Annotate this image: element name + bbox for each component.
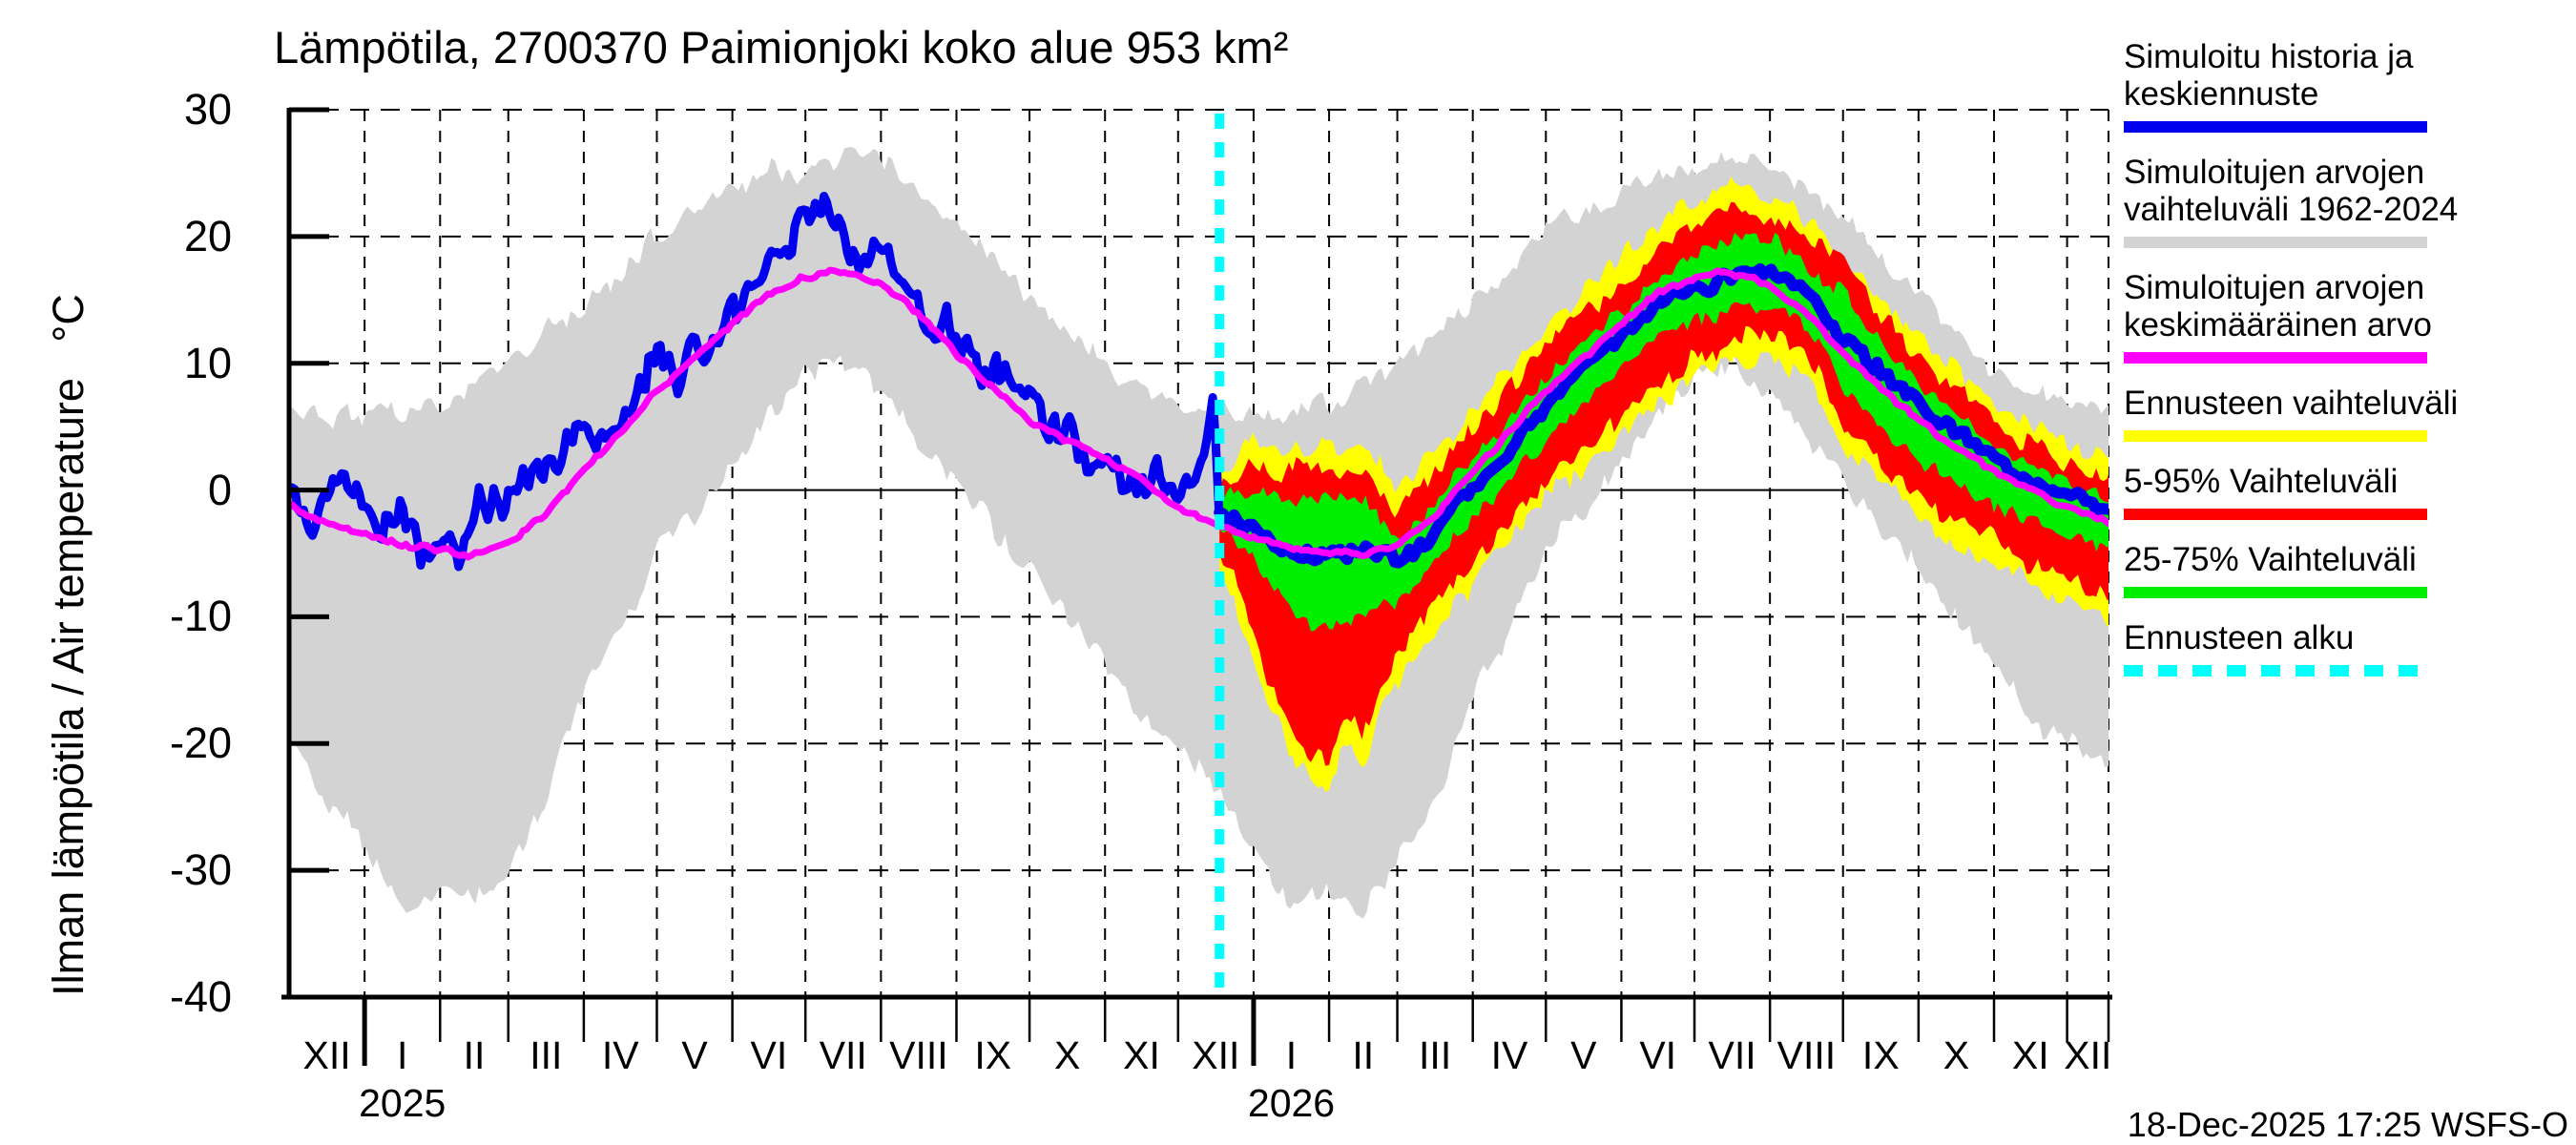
x-month-label: X [1942, 1033, 1970, 1077]
timestamp: 18-Dec-2025 17:25 WSFS-O [2127, 1105, 2568, 1144]
axes [281, 107, 2112, 1066]
x-month-label: XII [302, 1033, 351, 1077]
legend-label: Simuloitu historia ja keskiennuste [2124, 38, 2414, 113]
x-month-label: IV [1490, 1033, 1528, 1077]
data-layers [289, 147, 2109, 919]
legend-swatch [2124, 430, 2427, 442]
legend-label: Ennusteen alku [2124, 619, 2355, 656]
x-month-label: I [397, 1033, 408, 1077]
x-month-label: II [463, 1033, 486, 1077]
x-month-label: IX [974, 1033, 1012, 1077]
legend: Simuloitu historia ja keskiennuste Simulo… [2124, 38, 2544, 697]
y-tick-label: 20 [183, 211, 232, 260]
x-month-label: VI [750, 1033, 788, 1077]
x-month-label: XI [2011, 1033, 2049, 1077]
legend-swatch [2124, 237, 2427, 248]
legend-swatch [2124, 352, 2427, 364]
legend-swatch [2124, 587, 2427, 598]
range-5-95-band [1219, 201, 2109, 766]
x-month-label: XII [1192, 1033, 1240, 1077]
legend-item: 5-95% Vaihteluväli [2124, 463, 2544, 520]
x-month-label: I [1285, 1033, 1298, 1077]
x-month-label: XI [1123, 1033, 1160, 1077]
x-month-label: VI [1639, 1033, 1677, 1077]
y-tick-label: 0 [207, 465, 232, 514]
x-month-label: IV [601, 1033, 639, 1077]
sim-mean-line [289, 266, 2109, 561]
y-tick-label: -20 [169, 718, 232, 768]
legend-item: 25-75% Vaihteluväli [2124, 541, 2544, 598]
y-tick-label: 30 [183, 85, 232, 134]
legend-swatch [2124, 121, 2427, 133]
legend-swatch [2124, 509, 2427, 520]
legend-label: Ennusteen vaihteluväli [2124, 385, 2459, 422]
y-tick-label: -40 [169, 972, 232, 1021]
x-year-label: 2025 [359, 1081, 447, 1125]
chart-title: Lämpötila, 2700370 Paimionjoki koko alue… [274, 22, 1289, 73]
legend-swatch [2124, 665, 2427, 677]
legend-label: Simuloitujen arvojen keskimääräinen arvo [2124, 269, 2432, 344]
y-tick-label: -30 [169, 845, 232, 895]
legend-item: Simuloitu historia ja keskiennuste [2124, 38, 2544, 133]
legend-item: Ennusteen alku [2124, 619, 2544, 677]
legend-label: 25-75% Vaihteluväli [2124, 541, 2417, 578]
x-month-label: VIII [889, 1033, 948, 1077]
x-month-label: III [530, 1033, 563, 1077]
legend-label: 5-95% Vaihteluväli [2124, 463, 2399, 500]
x-month-label: II [1352, 1033, 1375, 1077]
range-25-75-band [1219, 232, 2109, 632]
y-tick-label: 10 [183, 338, 232, 387]
sim-history-line [289, 192, 1224, 572]
x-month-label: XII [2064, 1033, 2112, 1077]
y-tick-label: -10 [169, 592, 232, 641]
x-month-label: III [1419, 1033, 1452, 1077]
x-month-label: V [681, 1033, 708, 1077]
legend-label: Simuloitujen arvojen vaihteluväli 1962-2… [2124, 154, 2459, 228]
legend-item: Ennusteen vaihteluväli [2124, 385, 2544, 442]
x-month-label: VIII [1776, 1033, 1837, 1077]
x-month-label: IX [1861, 1033, 1900, 1077]
x-year-label: 2026 [1247, 1081, 1336, 1125]
x-month-label: VII [819, 1033, 867, 1077]
x-month-label: V [1570, 1033, 1597, 1077]
legend-item: Simuloitujen arvojen vaihteluväli 1962-2… [2124, 154, 2544, 248]
forecast-median-line [1214, 262, 2109, 569]
legend-item: Simuloitujen arvojen keskimääräinen arvo [2124, 269, 2544, 364]
x-month-label: X [1053, 1033, 1081, 1077]
x-month-label: VII [1708, 1033, 1756, 1077]
